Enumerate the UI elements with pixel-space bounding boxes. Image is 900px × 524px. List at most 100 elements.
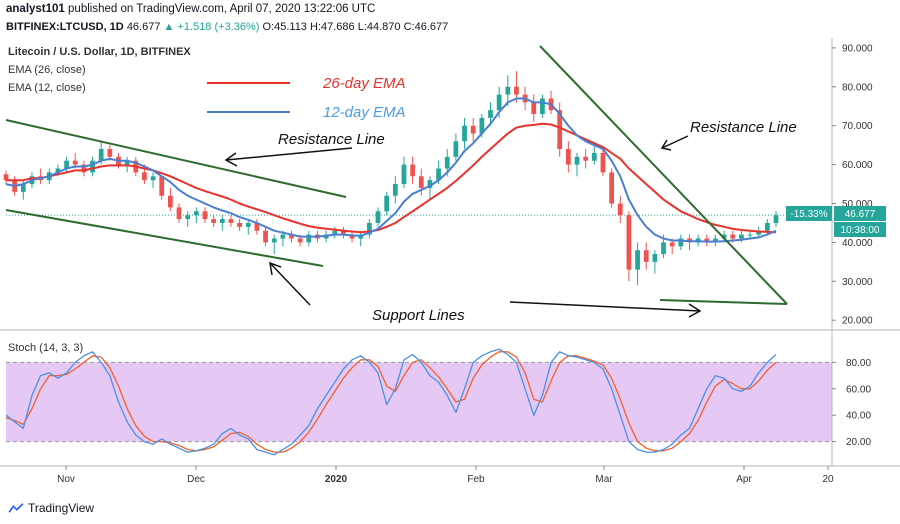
candle-body xyxy=(150,176,156,181)
tradingview-logo[interactable]: TradingView xyxy=(8,501,94,515)
candle-body xyxy=(730,234,736,239)
price-pane[interactable] xyxy=(3,44,832,328)
arrow-support-left xyxy=(269,262,311,306)
candle-body xyxy=(142,172,147,181)
candle[interactable] xyxy=(392,176,398,204)
candle-body xyxy=(289,234,294,239)
candle[interactable] xyxy=(271,234,277,255)
stoch-d-line[interactable] xyxy=(5,351,777,453)
candle[interactable] xyxy=(514,71,519,103)
candle[interactable] xyxy=(643,242,649,270)
support-trendline-left[interactable] xyxy=(5,209,324,267)
candle[interactable] xyxy=(254,219,260,235)
candle-body xyxy=(600,152,606,173)
candle[interactable] xyxy=(462,117,467,150)
publisher-name[interactable]: analyst101 xyxy=(6,3,65,15)
candle[interactable] xyxy=(64,156,69,173)
candle[interactable] xyxy=(185,211,191,227)
candle[interactable] xyxy=(565,141,571,173)
candle-body xyxy=(418,176,424,188)
candle[interactable] xyxy=(401,156,407,188)
price-tick-label: 50.000 xyxy=(842,199,873,210)
candle[interactable] xyxy=(505,75,511,107)
price-tick-label: 60.000 xyxy=(842,160,873,171)
candle[interactable] xyxy=(366,219,372,239)
resistance-trendline-left[interactable] xyxy=(5,119,347,198)
candle-body xyxy=(332,230,338,235)
annotation-arrows xyxy=(224,135,702,318)
candle[interactable] xyxy=(418,168,424,196)
candle[interactable] xyxy=(193,207,199,223)
last-price-text: 46.677 xyxy=(845,209,876,220)
candle[interactable] xyxy=(375,207,381,227)
candle[interactable] xyxy=(306,230,312,247)
candle[interactable] xyxy=(245,219,251,235)
candle[interactable] xyxy=(263,226,268,247)
chart-canvas[interactable]: 90.000 80.000 70.000 60.000 50.000 40.000 30.0… xyxy=(0,38,900,496)
candle[interactable] xyxy=(168,187,173,212)
candle[interactable] xyxy=(704,234,710,247)
candle[interactable] xyxy=(470,117,476,142)
candle[interactable] xyxy=(635,242,640,286)
candle[interactable] xyxy=(453,133,459,161)
candle[interactable] xyxy=(574,152,580,177)
stoch-band xyxy=(6,362,832,442)
candle[interactable] xyxy=(713,234,718,247)
candle[interactable] xyxy=(678,234,684,251)
publish-line: analyst101 published on TradingView.com,… xyxy=(6,3,375,15)
candle[interactable] xyxy=(202,207,208,223)
candle[interactable] xyxy=(652,250,658,274)
ema26-line[interactable] xyxy=(6,122,777,234)
candle[interactable] xyxy=(219,215,225,231)
candle[interactable] xyxy=(583,149,589,169)
candle-body xyxy=(531,102,537,115)
candle[interactable] xyxy=(626,211,632,282)
candle[interactable] xyxy=(237,219,242,231)
candle[interactable] xyxy=(90,156,95,177)
candle[interactable] xyxy=(609,168,614,208)
candle[interactable] xyxy=(176,203,182,223)
candle[interactable] xyxy=(540,94,545,118)
candle-body xyxy=(55,168,61,173)
arrow-support-right xyxy=(509,301,701,312)
change-pct-badge xyxy=(786,206,832,221)
candle[interactable] xyxy=(159,176,165,200)
stoch-tick-label: 20.00 xyxy=(846,437,871,448)
candle[interactable] xyxy=(211,215,217,227)
candle[interactable] xyxy=(228,215,234,227)
candle[interactable] xyxy=(150,172,156,188)
candle[interactable] xyxy=(289,230,294,243)
candle[interactable] xyxy=(410,156,416,185)
candle[interactable] xyxy=(617,195,623,223)
candle[interactable] xyxy=(3,170,9,185)
candle-body xyxy=(617,203,623,216)
candle[interactable] xyxy=(591,145,597,165)
candle[interactable] xyxy=(600,149,606,177)
symbol-label[interactable]: BITFINEX:LTCUSD, 1D xyxy=(6,21,124,33)
candle[interactable] xyxy=(773,211,779,227)
stoch-k-line[interactable] xyxy=(5,348,777,456)
candle[interactable] xyxy=(384,191,390,216)
candle-body xyxy=(3,174,9,181)
resistance-trendline-right[interactable] xyxy=(539,45,788,305)
tradingview-logo-icon xyxy=(8,503,24,513)
candle[interactable] xyxy=(557,102,563,157)
support-label: Support Lines xyxy=(372,307,465,324)
candle[interactable] xyxy=(341,226,346,239)
candle-body xyxy=(678,238,684,247)
stoch-pane[interactable] xyxy=(5,348,832,456)
candle-body xyxy=(661,242,666,255)
candle-body xyxy=(228,219,234,223)
candle[interactable] xyxy=(349,230,355,243)
trendlines[interactable] xyxy=(5,45,788,305)
candle[interactable] xyxy=(81,160,87,177)
candle[interactable] xyxy=(488,102,493,126)
candle[interactable] xyxy=(747,230,753,239)
ema12-line[interactable] xyxy=(5,97,777,243)
candle[interactable] xyxy=(531,94,537,122)
candle-body xyxy=(427,180,433,188)
support-trendline-right[interactable] xyxy=(659,299,788,305)
candle[interactable] xyxy=(427,176,433,200)
footer: TradingView xyxy=(0,496,900,524)
candle-body xyxy=(375,211,381,223)
